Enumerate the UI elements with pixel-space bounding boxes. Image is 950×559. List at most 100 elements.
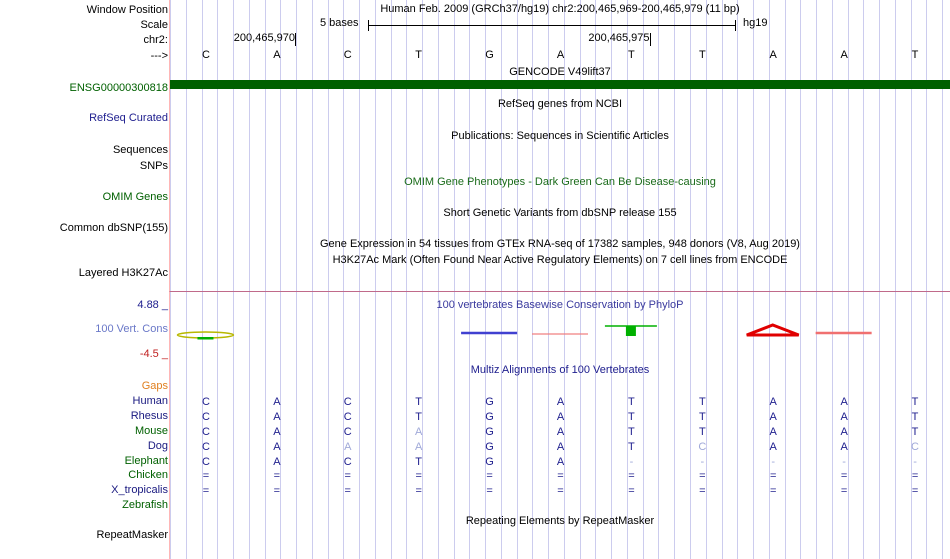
species-label[interactable]: Human xyxy=(132,395,168,407)
alignment-base: C xyxy=(343,426,352,438)
alignment-base: C xyxy=(201,456,210,468)
track-label[interactable]: Layered H3K27Ac xyxy=(78,267,168,279)
ruler-ticks: 200,465,970 200,465,975 xyxy=(170,32,950,48)
alignment-base: A xyxy=(769,441,777,453)
alignment-base: T xyxy=(628,426,635,438)
strand-direction-label: ---> xyxy=(150,50,168,62)
sequence-base: A xyxy=(840,49,848,61)
conservation-track-label[interactable]: 100 Vert. Cons xyxy=(95,323,168,335)
alignment-base: C xyxy=(201,441,210,453)
alignment-base: = xyxy=(344,485,351,497)
scale-label: Scale xyxy=(140,19,168,31)
species-label[interactable]: Chicken xyxy=(128,469,168,481)
scale-bases-text: 5 bases xyxy=(320,17,359,29)
sequence-base: A xyxy=(273,49,281,61)
alignment-base: C xyxy=(343,456,352,468)
sequence-base: A xyxy=(556,49,565,61)
track-title: Gene Expression in 54 tissues from GTEx … xyxy=(320,238,800,250)
alignment-base: G xyxy=(485,426,494,438)
alignment-base: C xyxy=(201,396,210,408)
conservation-track-panel xyxy=(169,291,950,359)
alignment-base: G xyxy=(485,396,494,408)
conservation-bar xyxy=(746,323,800,337)
track-label[interactable]: OMIM Genes xyxy=(102,191,168,203)
conservation-bar xyxy=(604,325,657,336)
alignment-base: T xyxy=(415,456,423,468)
sequence-base: T xyxy=(698,49,706,61)
track-title: OMIM Gene Phenotypes - Dark Green Can Be… xyxy=(404,176,716,188)
alignment-base: T xyxy=(628,441,635,453)
alignment-base: A xyxy=(273,426,281,438)
alignment-base: A xyxy=(840,441,848,453)
alignment-base: A xyxy=(273,396,281,408)
alignment-base: A xyxy=(840,411,848,423)
alignment-base: C xyxy=(698,441,707,453)
alignment-base: = xyxy=(273,485,281,497)
multiz-track-title: Multiz Alignments of 100 Vertebrates xyxy=(470,364,650,376)
chromosome-label: chr2: xyxy=(143,34,168,46)
alignment-row[interactable]: = = = = = = = = = = = xyxy=(170,485,950,497)
alignment-base: = xyxy=(840,470,848,482)
assembly-label: hg19 xyxy=(743,17,768,29)
conservation-max-axis-label: 4.88 _ xyxy=(137,299,168,311)
alignment-base: T xyxy=(698,426,706,438)
alignment-base: = xyxy=(344,470,351,482)
species-label[interactable]: X_tropicalis xyxy=(111,484,168,496)
ruler-tick-mark xyxy=(649,33,651,46)
species-label[interactable]: Elephant xyxy=(124,455,168,467)
alignment-base: = xyxy=(840,485,848,497)
species-label[interactable]: Zebrafish xyxy=(122,499,168,511)
window-position-label: Window Position xyxy=(86,4,168,16)
alignment-base: A xyxy=(556,426,565,438)
track-label[interactable]: ENSG00000300818 xyxy=(69,82,168,94)
alignment-base: = xyxy=(628,470,635,482)
conservation-track-title: 100 vertebrates Basewise Conservation by… xyxy=(436,299,684,311)
species-label[interactable]: Mouse xyxy=(134,425,168,437)
alignment-base: A xyxy=(273,441,281,453)
track-label[interactable]: SNPs xyxy=(139,160,168,172)
ruler-tick: 200,465,975 xyxy=(588,32,651,46)
alignment-base: = xyxy=(202,485,210,497)
sequence-base: C xyxy=(201,49,210,61)
sequence-base: T xyxy=(628,49,635,61)
alignment-base: = xyxy=(415,470,422,482)
alignment-base: T xyxy=(698,411,706,423)
species-label[interactable]: Rhesus xyxy=(130,410,168,422)
sequence-base: T xyxy=(415,49,423,61)
scale-bar-group: 5 bases hg19 xyxy=(170,17,950,33)
track-title: Publications: Sequences in Scientific Ar… xyxy=(451,130,669,142)
track-label[interactable]: Sequences xyxy=(112,144,168,156)
sequence-base: G xyxy=(485,49,494,61)
alignment-base: = xyxy=(770,485,777,497)
alignment-base: C xyxy=(201,411,210,423)
alignment-base: T xyxy=(911,411,919,423)
gaps-label[interactable]: Gaps xyxy=(141,380,168,392)
alignment-gap: - xyxy=(842,456,846,468)
alignment-gap: - xyxy=(700,456,705,468)
alignment-row[interactable]: = = = = = = = = = = = xyxy=(170,470,950,482)
conservation-min-value: -4.5 xyxy=(139,348,159,360)
alignment-base: A xyxy=(415,441,423,453)
track-label[interactable]: Common dbSNP(155) xyxy=(59,222,168,234)
alignment-base: T xyxy=(415,396,423,408)
alignment-base: A xyxy=(840,426,848,438)
scale-ruler-bar xyxy=(368,20,736,31)
conservation-max-value: 4.88 xyxy=(137,299,159,311)
alignment-base: A xyxy=(415,426,423,438)
gencode-exon-bar[interactable] xyxy=(170,80,950,89)
alignment-row[interactable] xyxy=(170,500,950,512)
alignment-base: T xyxy=(698,396,706,408)
species-label[interactable]: Dog xyxy=(147,440,168,452)
repeatmasker-label[interactable]: RepeatMasker xyxy=(96,529,168,541)
alignment-base: A xyxy=(769,411,777,423)
track-label[interactable]: RefSeq Curated xyxy=(89,112,168,124)
alignment-base: G xyxy=(485,441,494,453)
alignment-base: A xyxy=(769,426,777,438)
